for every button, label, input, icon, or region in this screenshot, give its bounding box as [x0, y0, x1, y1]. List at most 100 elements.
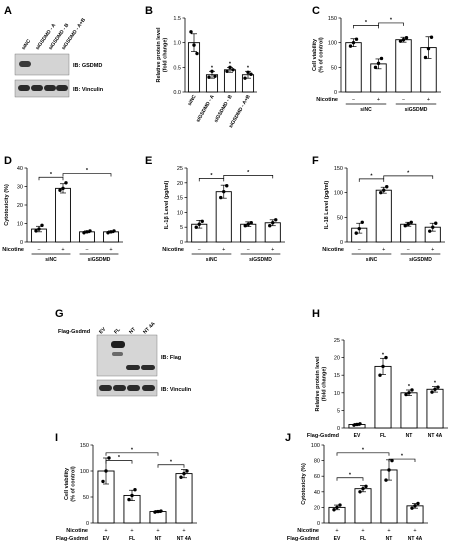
factor-label-i: Nicotine — [66, 528, 88, 534]
y-tick-label-f-2: 100 — [334, 191, 343, 197]
y-tick-label-e-2: 10 — [177, 210, 183, 216]
point-e-0-0 — [194, 225, 198, 229]
factor-label-f: Nicotine — [322, 247, 344, 253]
point-d-2-0 — [82, 231, 86, 235]
bracket-label-e-0: * — [210, 173, 213, 179]
panel-h-letter: H — [312, 308, 320, 320]
panel-f-letter: F — [312, 155, 319, 167]
y-tick-label-b-1: 0.5 — [173, 65, 181, 71]
y-tick-label-d-3: 30 — [17, 185, 23, 191]
point-d-2-1 — [85, 230, 89, 234]
x-label-j-3: NT 4A — [408, 536, 423, 542]
point-i-1-0 — [127, 497, 131, 502]
point-j-1-1 — [361, 486, 365, 491]
x-label-h-3: NT 4A — [428, 433, 443, 439]
lane-label-g-3: NT — [128, 326, 137, 335]
y-tick-label-h-2: 10 — [334, 391, 340, 397]
x-label-d-3: + — [109, 247, 112, 253]
blot-label-a-gsdmd: IB: GSDMD — [73, 63, 102, 69]
point-d-2-2 — [88, 229, 92, 233]
panel-e-letter: E — [145, 155, 152, 167]
point-j-0-2 — [338, 503, 342, 507]
point-e-1-1 — [222, 189, 226, 194]
point-b-2-2 — [231, 68, 235, 72]
point-f-1-1 — [382, 188, 386, 192]
bracket-i-2 — [157, 464, 185, 468]
group-label-c-1: siGSDMD — [405, 107, 428, 113]
point-e-0-1 — [197, 222, 201, 226]
point-h-3-0 — [430, 390, 434, 394]
point-j-2-1 — [387, 468, 391, 472]
bracket-j-1 — [336, 452, 390, 456]
y-tick-label-c-2: 100 — [328, 41, 337, 47]
band-g-vinculin-4 — [142, 385, 155, 391]
point-f-3-1 — [431, 225, 435, 229]
factor-value-i-2: + — [156, 528, 159, 534]
point-h-2-1 — [407, 391, 411, 395]
point-b-2-1 — [228, 65, 232, 70]
point-j-0-0 — [332, 508, 336, 512]
y-tick-label-i-0: 0 — [86, 521, 89, 527]
point-i-3-0 — [179, 475, 183, 479]
x-label-b-2: siGSDMD - B — [213, 94, 234, 124]
x-label-j-1: FL — [360, 536, 366, 542]
y-tick-label-j-3: 60 — [314, 474, 320, 480]
point-d-3-0 — [106, 231, 110, 235]
y-label-b: Relative protein level(fold change) — [156, 27, 169, 82]
bracket-j-2 — [388, 458, 416, 463]
point-c-1-0 — [373, 65, 378, 70]
point-c-1-2 — [379, 56, 384, 61]
point-c-3-0 — [423, 55, 428, 60]
y-tick-label-h-3: 15 — [334, 373, 340, 379]
x-label-i-2: NT — [155, 536, 162, 542]
bracket-label-j-0: * — [349, 472, 352, 478]
band-g-vinculin-3 — [127, 385, 140, 391]
x-label-i-0: EV — [103, 536, 110, 542]
x-label-f-0: − — [358, 247, 361, 253]
bracket-label-d-0: * — [50, 172, 53, 178]
bracket-c-0 — [353, 25, 379, 29]
chart-h: H 0 5 10 15 20 25 Relative protein level(fold c… — [307, 308, 448, 439]
factor-value-j-2: + — [387, 528, 390, 534]
y-tick-label-j-0: 0 — [317, 521, 320, 527]
point-c-2-0 — [398, 39, 403, 43]
factor-value-j-3: + — [413, 528, 416, 534]
point-f-0-1 — [357, 226, 361, 231]
blot-a-gsdmd — [14, 53, 70, 76]
y-tick-label-f-1: 50 — [337, 215, 343, 221]
panel-a-letter: A — [4, 5, 12, 17]
band-g-vinculin-1 — [99, 385, 112, 391]
panel-a: A siNC siGSDMD - A siGSDMD - B siGSDMD -… — [4, 5, 104, 98]
y-tick-label-f-0: 0 — [340, 240, 343, 246]
panel-g: G Flag-Gsdmd EV FL NT NT 4A IB: Flag IB:… — [55, 308, 192, 397]
y-tick-label-i-1: 50 — [83, 495, 89, 501]
point-j-1-2 — [364, 484, 368, 489]
chart-d: D 0 10 20 30 40 Cytotoxicity (%) * * Nicotine − + − +… — [2, 155, 123, 263]
point-c-2-2 — [404, 36, 409, 40]
y-label-j: Cytotoxicity (%) — [301, 463, 307, 505]
y-tick-label-e-1: 5 — [180, 225, 183, 231]
y-tick-label-h-1: 5 — [337, 408, 340, 414]
factor-value-j-1: + — [361, 528, 364, 534]
lane-label-a-1: siNC — [21, 38, 33, 51]
bracket-c-1 — [378, 22, 404, 26]
x-label-j-2: NT — [386, 536, 393, 542]
bar-c-0 — [345, 42, 362, 93]
bracket-f-1 — [383, 175, 434, 179]
point-j-3-0 — [410, 506, 414, 510]
y-tick-label-j-5: 100 — [311, 443, 320, 449]
bar-h-2 — [400, 392, 418, 429]
point-b-3-1 — [246, 70, 250, 74]
y-tick-label-j-2: 40 — [314, 490, 320, 496]
band-g-flag-nt — [126, 365, 140, 370]
point-e-1-0 — [219, 195, 223, 200]
sig-mark-b-2: * — [229, 61, 232, 67]
y-tick-label-e-5: 25 — [177, 166, 183, 172]
group-label-c-0: siNC — [360, 107, 372, 113]
sig-mark-h-2: * — [408, 384, 411, 390]
point-j-0-1 — [335, 505, 339, 510]
x-label-c-1: + — [377, 97, 380, 103]
panel-j-letter: J — [285, 432, 291, 444]
point-h-0-2 — [358, 422, 362, 426]
